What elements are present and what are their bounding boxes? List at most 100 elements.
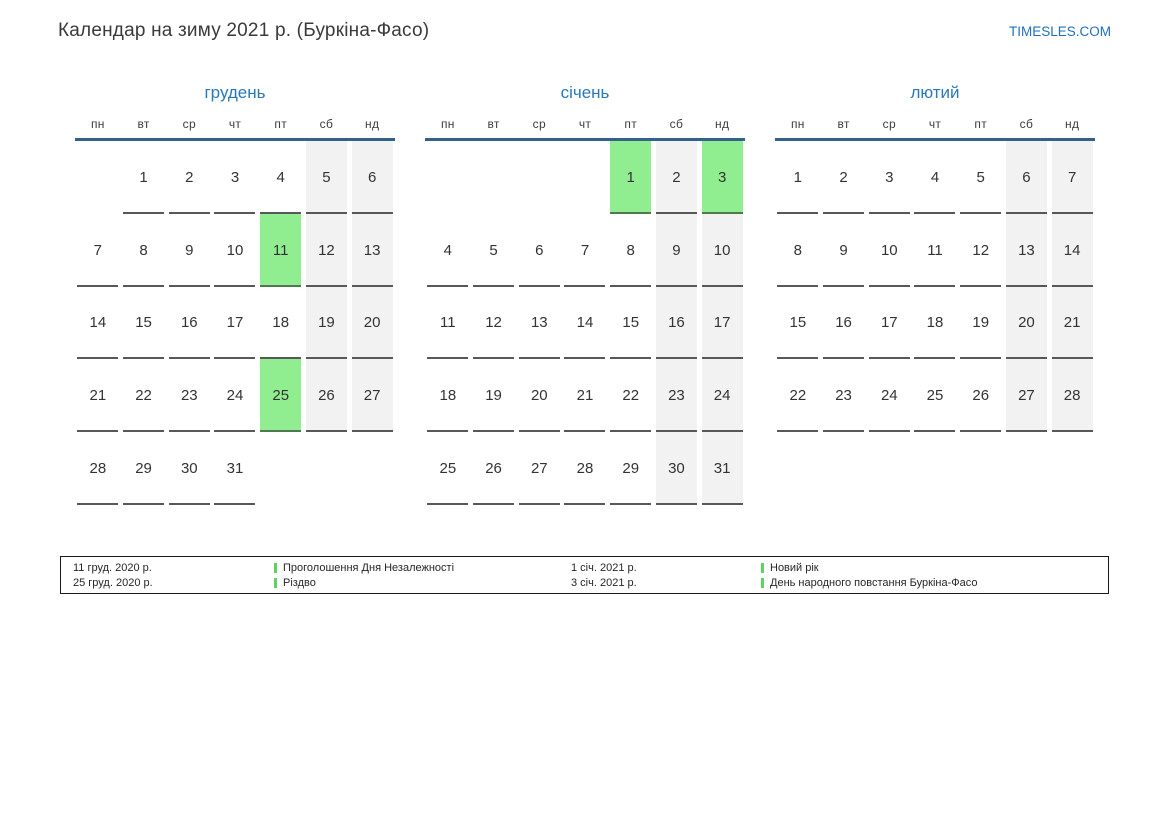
day-cell-underline [960,284,1002,287]
day-cell-underline [168,284,210,287]
day-cell-19: 19 [305,286,347,360]
day-cell-20: 20 [351,286,393,360]
day-cell-underline [123,211,165,214]
day-number: 22 [789,387,807,405]
day-number: 13 [530,314,548,332]
day-cell-underline [1051,357,1093,360]
day-number: 26 [972,387,990,405]
weekday-label: нд [365,117,380,131]
empty-cell [564,141,605,214]
day-cell-3: 3 [701,141,743,214]
day-cell-underline [777,284,819,287]
day-cell-23: 23 [655,359,697,433]
day-cell-underline [564,284,606,287]
legend-holiday-name: Різдво [274,577,571,589]
day-number: 25 [926,387,944,405]
day-number: 25 [439,460,457,478]
day-number: 29 [135,460,152,478]
day-number: 11 [272,241,289,259]
legend-holiday-name: Новий рік [761,562,1108,574]
day-number: 1 [793,168,803,186]
day-cell-23: 23 [823,359,865,433]
empty-cell [306,432,347,505]
timesles-site-link[interactable]: TIMESLES.COM [1008,24,1111,39]
weekday-label: чт [228,117,242,131]
day-cell-6: 6 [518,214,560,287]
day-cell-underline [914,430,956,433]
day-cell-underline [214,357,256,360]
day-cell-underline [701,430,743,433]
day-number: 22 [622,387,640,405]
day-cell-21: 21 [564,359,606,433]
day-cell-22: 22 [123,359,165,433]
day-cell-underline [260,357,302,360]
day-cell-5: 5 [305,141,347,214]
legend-holiday-label: Новий рік [770,561,819,574]
day-cell-underline [123,430,165,433]
day-cell-underline [305,357,347,360]
empty-cell [519,141,560,214]
day-number: 25 [272,387,290,405]
day-cell-underline [214,284,256,287]
day-number: 20 [1018,314,1035,332]
weekday-label: ср [182,117,196,131]
day-number: 28 [576,460,594,478]
day-number: 3 [230,168,240,186]
day-cell-9: 9 [823,214,865,287]
day-number: 19 [972,314,990,332]
day-number: 2 [185,168,194,186]
day-cell-30: 30 [168,432,210,505]
day-cell-7: 7 [1051,141,1093,214]
day-number: 13 [363,241,381,259]
day-number: 26 [318,387,335,405]
day-cell-underline [168,357,210,360]
holiday-marker-icon [761,577,764,588]
weekday-label: вт [837,117,850,131]
empty-cell [77,141,118,214]
day-cell-underline [610,211,652,214]
day-cell-1: 1 [123,141,165,214]
day-cell-underline [77,357,119,360]
day-cell-28: 28 [77,432,119,505]
day-cell-underline [1005,211,1047,214]
weekday-label: вт [487,117,500,131]
day-cell-underline [823,357,865,360]
day-cell-underline [473,357,515,360]
legend-holiday-label: Різдво [283,576,316,589]
empty-cell [260,432,301,505]
day-cell-underline [123,502,165,505]
day-cell-underline [610,430,652,433]
day-number: 23 [668,387,685,405]
day-cell-underline [473,502,515,505]
day-number: 13 [1018,241,1035,259]
day-cell-14: 14 [564,287,606,360]
day-cell-underline [960,211,1002,214]
day-cell-underline [351,430,393,433]
day-cell-underline [518,430,560,433]
day-cell-17: 17 [868,287,910,360]
day-cell-28: 28 [564,432,606,505]
month-calendar-february: лютий пн вт ср чт пт сб нд 1 2 3 4 5 6 7 8 9 10 11 12 13 14… [775,82,1095,433]
day-number: 16 [835,314,852,332]
day-cell-13: 13 [1005,213,1047,287]
day-number: 20 [530,387,548,405]
day-number: 18 [272,314,290,332]
month-title: січень [560,83,610,102]
day-cell-underline [1005,430,1047,433]
day-cell-underline [1051,430,1093,433]
weekday-label: ср [532,117,546,131]
day-number: 4 [276,168,285,186]
day-number: 18 [926,314,944,332]
day-number: 1 [626,168,635,186]
holidays-legend-box: 11 груд. 2020 р. 25 груд. 2020 р. Проголош… [60,556,1109,594]
day-cell-2: 2 [168,141,210,214]
day-number: 9 [672,241,681,259]
day-number: 9 [839,241,848,259]
day-number: 14 [89,314,107,332]
weekday-label: пн [90,117,105,131]
day-cell-24: 24 [701,359,743,433]
day-number: 3 [885,168,894,186]
day-cell-underline [914,211,956,214]
day-number: 8 [793,241,803,259]
weekday-label: пн [790,117,805,131]
